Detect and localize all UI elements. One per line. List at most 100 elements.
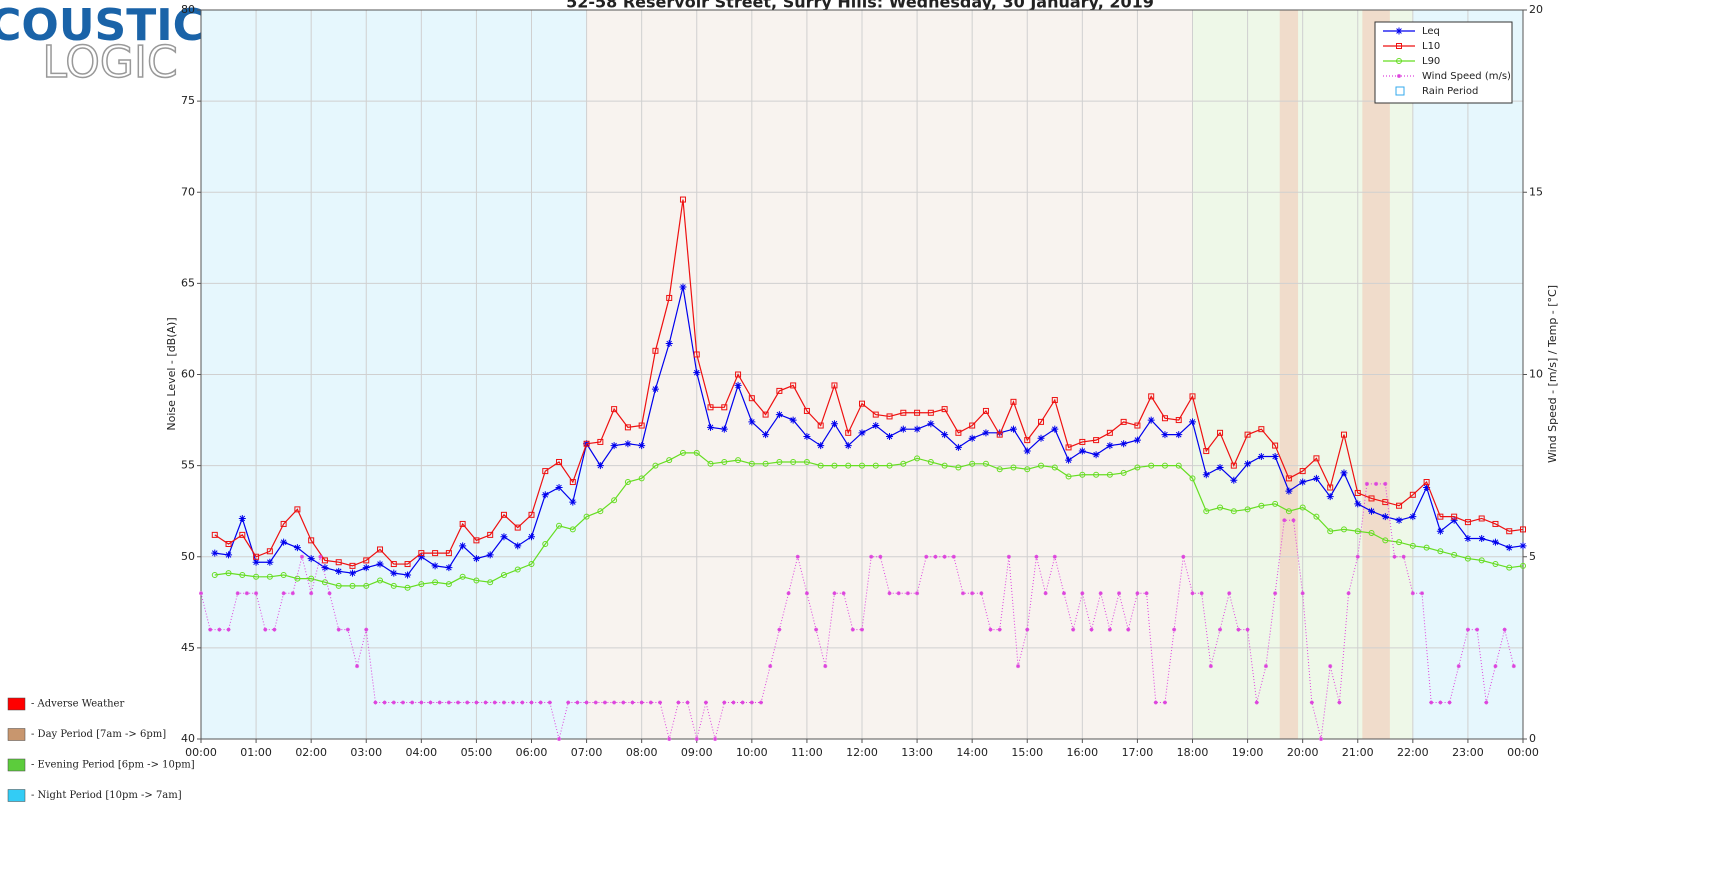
point — [1009, 425, 1017, 433]
point — [621, 700, 626, 705]
point — [1493, 664, 1498, 669]
point — [610, 442, 618, 450]
point — [1464, 555, 1471, 562]
x-tick-label: 13:00 — [901, 746, 933, 759]
point — [734, 381, 742, 389]
point — [1502, 627, 1507, 632]
legend-marker — [1397, 74, 1401, 78]
point — [703, 700, 708, 705]
point — [419, 700, 424, 705]
point — [1340, 469, 1348, 477]
point — [997, 627, 1002, 632]
point — [1144, 591, 1149, 596]
point — [1520, 562, 1526, 569]
point — [1374, 481, 1379, 486]
point — [437, 700, 442, 705]
point — [1272, 442, 1279, 449]
point — [720, 425, 728, 433]
point — [272, 627, 277, 632]
point — [446, 700, 451, 705]
point — [514, 542, 522, 550]
point — [335, 582, 342, 589]
point — [1285, 475, 1292, 482]
point — [1409, 542, 1416, 549]
point — [1175, 417, 1182, 424]
point — [1436, 527, 1444, 535]
point — [786, 591, 791, 596]
point — [1258, 502, 1265, 509]
point — [988, 627, 993, 632]
point — [294, 575, 301, 582]
x-tick-label: 12:00 — [846, 746, 878, 759]
point — [1511, 664, 1516, 669]
point — [665, 340, 673, 348]
point — [860, 627, 864, 632]
point — [382, 700, 387, 705]
point — [1175, 462, 1182, 469]
point — [547, 700, 552, 705]
point — [1038, 418, 1045, 425]
y-tick-label: 80 — [181, 3, 195, 16]
point — [899, 425, 907, 433]
point — [569, 479, 576, 486]
x-tick-label: 19:00 — [1232, 746, 1264, 759]
point — [1024, 437, 1031, 444]
point — [1006, 554, 1011, 559]
point — [1437, 548, 1444, 555]
point — [1456, 664, 1461, 669]
point — [1271, 453, 1279, 461]
point — [1065, 444, 1072, 451]
point — [445, 564, 453, 572]
point — [651, 385, 659, 393]
point — [280, 538, 288, 546]
point — [1478, 557, 1485, 564]
point — [1175, 431, 1183, 439]
point — [1312, 474, 1320, 482]
point — [569, 526, 576, 533]
y-axis-label: Noise Level - [dB(A)] — [165, 317, 178, 430]
point — [254, 591, 259, 596]
point — [211, 549, 219, 557]
y-tick-label: 55 — [181, 459, 195, 472]
point — [238, 514, 246, 522]
point — [596, 462, 604, 470]
point — [896, 591, 901, 596]
point — [1161, 415, 1168, 422]
point — [1450, 516, 1458, 524]
point — [511, 700, 516, 705]
point — [1093, 471, 1100, 478]
point — [555, 483, 563, 491]
point — [514, 566, 521, 573]
point — [520, 700, 525, 705]
point — [373, 700, 378, 705]
logo-top: ACOUSTIC — [0, 0, 205, 51]
point — [500, 511, 507, 518]
point — [1106, 442, 1114, 450]
point — [345, 627, 350, 632]
point — [1203, 508, 1210, 515]
point — [1313, 513, 1320, 520]
point — [336, 627, 341, 632]
legend-marker — [1395, 27, 1403, 35]
point — [1475, 627, 1480, 632]
point — [1117, 591, 1122, 596]
point — [927, 458, 934, 465]
point — [1492, 561, 1499, 568]
point — [1328, 664, 1333, 669]
point — [1319, 737, 1324, 741]
point — [1437, 513, 1444, 520]
point — [1355, 554, 1360, 559]
point — [1161, 431, 1169, 439]
point — [252, 558, 260, 566]
point — [583, 513, 590, 520]
chart-title: 52-58 Reservoir Street, Surry Hills: Wed… — [566, 0, 1154, 12]
point — [648, 700, 653, 705]
point — [1010, 464, 1017, 471]
point — [707, 404, 714, 411]
point — [652, 462, 659, 469]
point — [418, 550, 425, 557]
point — [748, 460, 755, 467]
point — [253, 573, 260, 580]
point — [492, 700, 497, 705]
point — [679, 196, 686, 203]
